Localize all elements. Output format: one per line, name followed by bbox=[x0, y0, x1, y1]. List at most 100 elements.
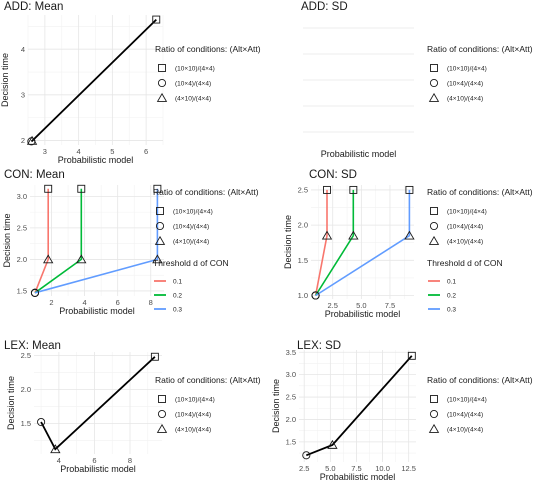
legend-title: Ratio of conditions: (Alt×Att) bbox=[155, 375, 261, 385]
legend-label: 0.3 bbox=[447, 307, 456, 314]
y-tick-label: 1.5 bbox=[286, 437, 296, 446]
data-point-square bbox=[323, 185, 331, 194]
series-1 bbox=[302, 351, 416, 460]
panel-title: ADD: Mean bbox=[4, 1, 63, 13]
gridlines bbox=[27, 15, 164, 145]
legend-label: (10×4)/(4×4) bbox=[447, 411, 483, 418]
legend-label: (4×10)/(4×4) bbox=[447, 426, 483, 433]
legend-color: Threshold d of CON 0.1 0.2 0.3 bbox=[427, 258, 503, 314]
panel-title: LEX: Mean bbox=[4, 340, 61, 352]
data-point-square bbox=[150, 352, 159, 361]
legend-label: (10×4)/(4×4) bbox=[175, 411, 211, 418]
legend-key-square bbox=[430, 207, 438, 215]
data-point-triangle bbox=[43, 254, 54, 264]
series-line bbox=[34, 188, 159, 294]
legend-label: (4×10)/(4×4) bbox=[447, 95, 483, 102]
legend-key-square bbox=[156, 207, 164, 215]
data-point-triangle bbox=[26, 135, 38, 145]
legend-key-circle bbox=[429, 78, 439, 88]
legend-key-circle bbox=[429, 409, 439, 419]
y-tick-label: 2.5 bbox=[17, 223, 27, 232]
legend-label: (10×10)/(4×4) bbox=[447, 396, 487, 403]
y-tick-label: 4 bbox=[21, 45, 25, 54]
x-tick-label: 2.5 bbox=[299, 464, 309, 473]
x-tick-label: 4 bbox=[83, 298, 87, 307]
y-tick-label: 1.5 bbox=[21, 419, 31, 428]
panel-title: ADD: SD bbox=[301, 1, 348, 13]
series-3 bbox=[30, 184, 163, 297]
legend-label: 0.3 bbox=[173, 307, 182, 314]
y-tick-label: 2.0 bbox=[298, 221, 308, 230]
y-tick-label: 2.0 bbox=[286, 415, 296, 424]
y-tick-label: 2.5 bbox=[21, 351, 31, 360]
legend-key-square bbox=[430, 395, 438, 403]
panel-title: CON: Mean bbox=[4, 169, 65, 181]
data-point-circle bbox=[302, 451, 311, 460]
data-point-triangle bbox=[327, 439, 338, 449]
gridlines bbox=[299, 350, 416, 462]
x-tick-label: 4 bbox=[77, 147, 81, 156]
x-tick-label: 6 bbox=[116, 298, 120, 307]
y-axis-label: Decision time bbox=[2, 213, 12, 267]
legend-label: (4×10)/(4×4) bbox=[447, 238, 483, 245]
y-axis-label: Decision time bbox=[0, 53, 10, 107]
x-tick-label: 3 bbox=[43, 147, 47, 156]
x-tick-label: 8 bbox=[128, 456, 132, 465]
legend-shape: Ratio of conditions: (Alt×Att) (10×10)/(4… bbox=[155, 375, 261, 433]
legend-label: (10×4)/(4×4) bbox=[447, 223, 483, 230]
x-axis-label: Probabilistic model bbox=[58, 155, 134, 165]
gridlines bbox=[30, 185, 164, 296]
y-axis-label: Decision time bbox=[271, 379, 281, 433]
x-tick-label: 7.5 bbox=[351, 464, 361, 473]
legend-key-square bbox=[158, 64, 166, 72]
legend-key-triangle bbox=[428, 423, 440, 433]
legend-shape: Ratio of conditions: (Alt×Att) (10×10)/(4… bbox=[427, 375, 533, 433]
series-line bbox=[305, 355, 413, 457]
data-point-triangle bbox=[50, 444, 61, 454]
legend-shape: Ratio of conditions: (Alt×Att) (10×10)/(4… bbox=[427, 44, 533, 102]
legend-label: 0.2 bbox=[447, 293, 456, 300]
panel-title: LEX: SD bbox=[297, 340, 341, 352]
legend-label: (4×10)/(4×4) bbox=[175, 426, 211, 433]
panel-6: LEX: SD 2.5 5.0 7.5 10.0 12.5 1.5 2.0 2.5 3.0 3.5 P… bbox=[271, 340, 533, 482]
data-point-square bbox=[407, 351, 416, 360]
series-line bbox=[34, 188, 49, 294]
data-point-square bbox=[77, 184, 86, 193]
series-line bbox=[30, 18, 157, 143]
x-axis-label: Probabilistic model bbox=[60, 464, 136, 474]
y-tick-label: 3.5 bbox=[286, 348, 296, 357]
data-point-triangle bbox=[321, 230, 333, 240]
legend-title: Ratio of conditions: (Alt×Att) bbox=[155, 44, 261, 54]
panel-5: LEX: Mean 4 6 8 1.5 2.0 2.5 Probabilistic model… bbox=[4, 340, 261, 474]
x-tick-label: 2 bbox=[49, 298, 53, 307]
x-tick-label: 5 bbox=[110, 147, 114, 156]
data-point-square bbox=[152, 15, 161, 24]
legend-title: Ratio of conditions: (Alt×Att) bbox=[427, 375, 533, 385]
x-axis-label: Probabilistic model bbox=[320, 472, 396, 482]
y-axis-label: Decision time bbox=[6, 376, 16, 430]
y-tick-label: 2 bbox=[21, 136, 25, 145]
y-tick-label: 2.5 bbox=[286, 393, 296, 402]
series-2 bbox=[311, 185, 359, 300]
legend-label: (10×10)/(4×4) bbox=[447, 208, 487, 215]
legend-label: (10×4)/(4×4) bbox=[175, 80, 211, 87]
legend-key-triangle bbox=[156, 423, 168, 433]
legend-label: (10×10)/(4×4) bbox=[447, 65, 487, 72]
legend-key-circle bbox=[157, 78, 167, 88]
x-tick-label: 4 bbox=[57, 456, 61, 465]
data-point-square bbox=[153, 184, 162, 193]
data-point-circle bbox=[30, 288, 40, 297]
legend-key-triangle bbox=[428, 235, 440, 245]
series-line bbox=[40, 356, 156, 451]
legend-title: Threshold d of CON bbox=[153, 258, 229, 268]
legend-label: (10×10)/(4×4) bbox=[175, 65, 215, 72]
legend-label: 0.2 bbox=[173, 293, 182, 300]
gridlines bbox=[303, 27, 414, 133]
y-tick-label: 2.0 bbox=[17, 255, 27, 264]
legend-label: (10×10)/(4×4) bbox=[173, 208, 213, 215]
legend-key-circle bbox=[155, 221, 165, 231]
x-tick-label: 7.5 bbox=[385, 301, 395, 310]
data-point-circle bbox=[311, 291, 320, 300]
data-point-triangle bbox=[76, 254, 87, 264]
legend-label: (4×10)/(4×4) bbox=[175, 95, 211, 102]
